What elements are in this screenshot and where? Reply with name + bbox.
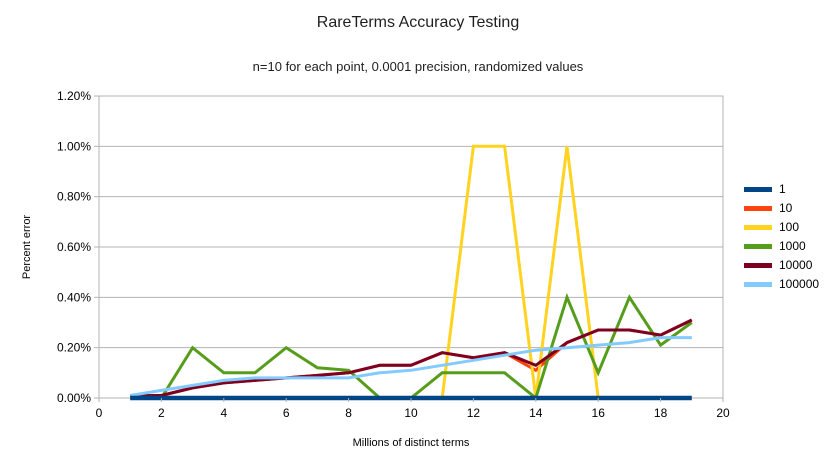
legend-label: 100000 — [779, 277, 820, 291]
legend-item-1000: 1000 — [744, 237, 836, 256]
series-lines — [129, 144, 693, 401]
y-tick-label: 0.80% — [57, 190, 91, 204]
chart-legend: 1 10 100 1000 10000 100000 — [744, 180, 836, 294]
chart-subtitle: n=10 for each point, 0.0001 precision, r… — [252, 59, 584, 74]
x-tick-label: 10 — [404, 406, 418, 420]
legend-swatch-10 — [744, 206, 772, 211]
legend-item-100: 100 — [744, 218, 836, 237]
x-tick-label: 0 — [96, 406, 103, 420]
x-tick-label: 18 — [654, 406, 668, 420]
x-tick-label: 6 — [283, 406, 290, 420]
legend-item-100000: 100000 — [744, 275, 836, 294]
x-tick-label: 4 — [220, 406, 227, 420]
y-tick-label: 1.00% — [57, 139, 91, 153]
y-tick-label: 1.20% — [57, 89, 91, 103]
y-axis-title: Percent error — [21, 215, 33, 280]
legend-label: 100 — [779, 220, 800, 234]
legend-label: 1 — [779, 182, 786, 196]
chart-title: RareTerms Accuracy Testing — [316, 14, 520, 31]
legend-swatch-1000 — [744, 244, 772, 249]
y-tick-label: 0.00% — [57, 391, 91, 405]
legend-swatch-1 — [744, 187, 772, 192]
series-line-10000 — [130, 318, 693, 397]
y-tick-label: 0.20% — [57, 341, 91, 355]
x-tick-label: 2 — [158, 406, 165, 420]
series-line-100 — [440, 144, 600, 399]
legend-swatch-100000 — [744, 282, 772, 287]
legend-item-1: 1 — [744, 180, 836, 199]
y-tick-label: 0.60% — [57, 240, 91, 254]
series-line-100000 — [129, 336, 692, 397]
legend-swatch-100 — [744, 225, 772, 230]
legend-label: 10000 — [779, 258, 813, 272]
axis-ticks: 0 2 4 6 8 10 12 14 16 18 20 0.00% 0.20% 0.40% 0.60% 0.8… — [57, 89, 730, 420]
x-tick-label: 14 — [529, 406, 543, 420]
x-tick-label: 20 — [716, 406, 730, 420]
legend-item-10000: 10000 — [744, 256, 836, 275]
legend-swatch-10000 — [744, 263, 772, 268]
gridlines — [98, 95, 724, 399]
x-tick-label: 16 — [592, 406, 606, 420]
x-tick-label: 12 — [467, 406, 481, 420]
y-tick-label: 0.40% — [57, 290, 91, 304]
legend-label: 10 — [779, 201, 793, 215]
legend-item-10: 10 — [744, 199, 836, 218]
legend-label: 1000 — [779, 239, 806, 253]
x-tick-label: 8 — [345, 406, 352, 420]
x-axis-title: Millions of distinct terms — [353, 437, 470, 449]
